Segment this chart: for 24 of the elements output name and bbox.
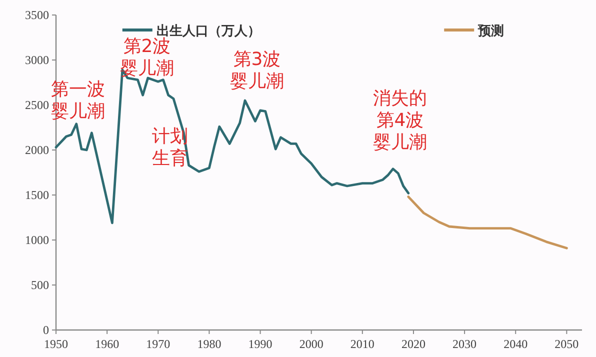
annotation: 消失的第4波婴儿潮 — [373, 88, 427, 153]
x-tick-label: 1970 — [146, 337, 170, 351]
x-tick-label: 1990 — [248, 337, 272, 351]
x-tick-label: 1950 — [44, 337, 68, 351]
x-tick-label: 2000 — [299, 337, 324, 351]
x-tick-label: 2020 — [401, 337, 426, 351]
x-tick-label: 1960 — [95, 337, 120, 351]
x-tick-label: 2030 — [452, 337, 477, 351]
y-tick-label: 2000 — [25, 143, 49, 157]
y-tick-label: 1000 — [25, 233, 49, 247]
x-tick-label: 1980 — [197, 337, 222, 351]
line-series — [407, 196, 568, 250]
legend-label: 预测 — [477, 24, 504, 39]
y-tick-label: 3000 — [25, 53, 49, 67]
y-tick-label: 3500 — [25, 8, 49, 22]
annotation: 第2波婴儿潮 — [120, 36, 174, 79]
annotation: 第3波婴儿潮 — [230, 49, 284, 92]
y-tick-label: 0 — [43, 323, 49, 337]
x-tick-label: 2040 — [504, 337, 528, 351]
y-tick-label: 1500 — [25, 188, 49, 202]
y-tick-label: 2500 — [25, 98, 49, 112]
x-tick-label: 2050 — [554, 337, 579, 351]
x-tick-label: 2010 — [350, 337, 374, 351]
y-tick-label: 500 — [31, 278, 49, 292]
